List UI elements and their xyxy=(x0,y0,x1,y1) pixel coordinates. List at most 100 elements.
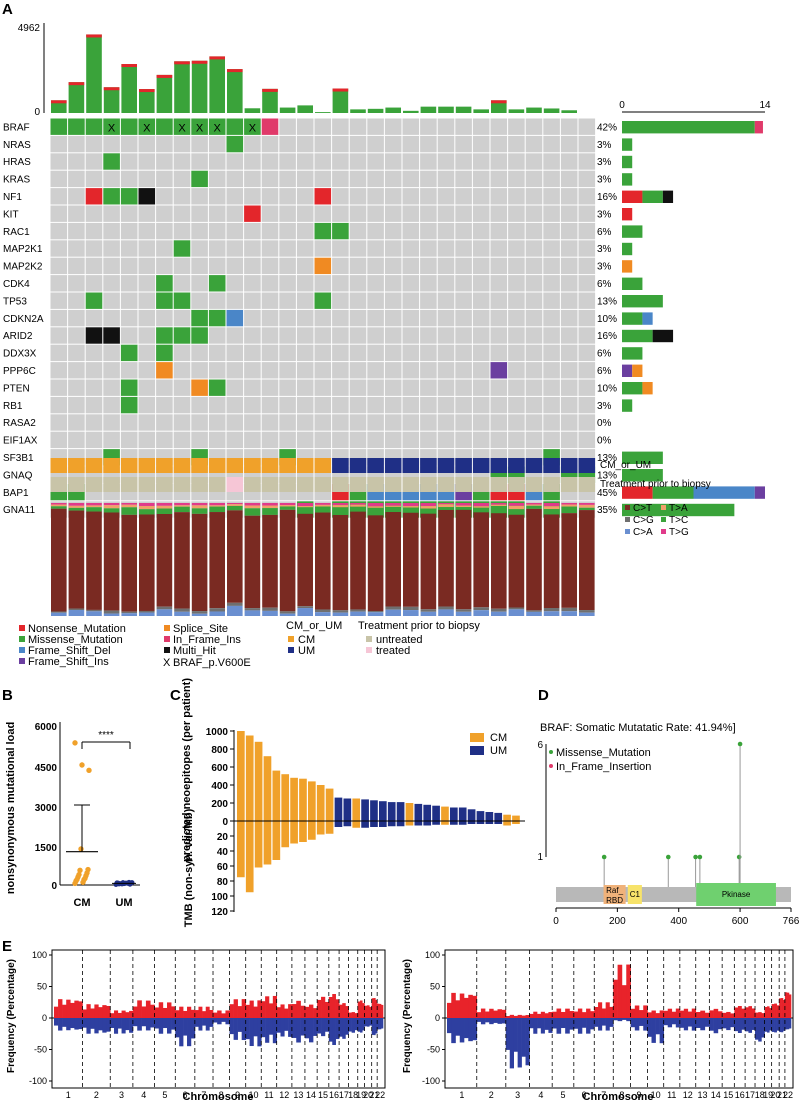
empty-cell xyxy=(50,257,68,275)
mutation-cell xyxy=(156,327,173,344)
empty-cell xyxy=(437,344,455,362)
cnv-gain-segment xyxy=(284,1008,289,1018)
spectrum-segment xyxy=(438,503,454,505)
tmb-bar xyxy=(316,821,325,835)
empty-cell xyxy=(367,153,384,170)
gene-pct-sf3b1: 13% xyxy=(597,453,617,464)
cnv-loss-segment xyxy=(751,1018,756,1030)
chromosome-label: 21 xyxy=(777,1090,787,1100)
gene-label-tp53: TP53 xyxy=(3,296,27,307)
empty-cell xyxy=(226,396,244,414)
cnv-loss-segment xyxy=(291,1018,297,1038)
cnv-gain-segment xyxy=(509,1014,514,1018)
cnv-loss-segment xyxy=(782,1018,786,1031)
legend-treated-swatch xyxy=(366,647,372,653)
empty-cell xyxy=(226,327,244,344)
empty-cell xyxy=(208,135,226,153)
cnv-loss-segment xyxy=(213,1018,218,1023)
protein-domain xyxy=(696,883,776,906)
empty-cell xyxy=(349,257,367,275)
spectrum-segment xyxy=(156,609,173,616)
neoepitope-bar xyxy=(281,774,290,821)
cnv-loss-segment xyxy=(62,1018,67,1027)
cnv-gain-segment xyxy=(304,1006,310,1018)
spectrum-segment xyxy=(473,503,489,507)
empty-cell xyxy=(525,414,543,431)
empty-cell xyxy=(120,257,138,275)
empty-cell xyxy=(455,153,472,170)
neoepitope-bar xyxy=(352,798,361,821)
lollipop-head xyxy=(693,854,698,860)
empty-cell xyxy=(296,292,314,309)
cnv-loss-segment xyxy=(362,1018,365,1031)
cnv-gain-segment xyxy=(472,995,478,1018)
tmb-bar xyxy=(237,821,245,878)
tmb-bar xyxy=(485,821,494,824)
empty-cell xyxy=(490,396,508,414)
panel-c-neoepitope-chart: predicted neoepitopes (per patient) TMB … xyxy=(181,678,525,927)
gene-pct-map2k2: 3% xyxy=(597,262,612,273)
empty-cell xyxy=(525,431,543,449)
panel-a-spectrum-legend: C>TC>GC>AT>AT>CT>G xyxy=(625,503,689,538)
mutation-cell xyxy=(208,309,226,327)
spectrum-segment xyxy=(103,613,120,616)
tmb-bar xyxy=(438,106,454,113)
empty-cell xyxy=(472,275,490,292)
tmb-bar xyxy=(334,821,343,827)
spectrum-segment xyxy=(455,611,472,616)
c-ylabel-bottom: TMB (non-syn. var/Mb) xyxy=(183,808,195,927)
cnv-loss-segment xyxy=(296,1018,301,1043)
cnv-loss-segment xyxy=(284,1018,289,1031)
tmb-bar-nonsense-cap xyxy=(139,89,155,93)
treatment-cell xyxy=(120,477,138,492)
spectrum-segment xyxy=(315,609,331,613)
spectrum-segment xyxy=(455,505,472,508)
cnv-loss-segment xyxy=(691,1018,697,1031)
cnv-gain-segment xyxy=(198,1006,203,1018)
empty-cell xyxy=(244,135,261,153)
cnv-loss-segment xyxy=(779,1018,782,1033)
empty-cell xyxy=(120,205,138,222)
cnv-gain-segment xyxy=(774,1003,777,1018)
empty-cell xyxy=(314,414,332,431)
cnv-gain-segment xyxy=(132,1006,138,1018)
spectrum-legend-label: C>A xyxy=(633,527,653,538)
lollipop-head xyxy=(601,854,607,860)
gene-label-nras: NRAS xyxy=(3,140,31,151)
spectrum-segment xyxy=(68,503,85,506)
empty-cell xyxy=(314,118,332,135)
empty-cell xyxy=(420,344,437,362)
gene-bar-missense xyxy=(622,451,663,464)
empty-cell xyxy=(349,135,367,153)
treatment-cell xyxy=(367,477,384,492)
tmb-bar xyxy=(244,108,261,113)
tmb-bar xyxy=(503,821,511,826)
cnv-gain-segment xyxy=(513,1015,518,1018)
empty-cell xyxy=(543,118,560,135)
empty-cell xyxy=(508,292,525,309)
empty-cell xyxy=(296,257,314,275)
cm-point xyxy=(72,740,78,746)
chromosome-label: 8 xyxy=(619,1090,624,1100)
cm-or-um-cell xyxy=(437,458,455,473)
spectrum-segment xyxy=(473,607,489,611)
treatment-cell xyxy=(138,477,156,492)
chromosome-label: 17 xyxy=(339,1090,349,1100)
empty-cell xyxy=(261,414,279,431)
empty-cell xyxy=(525,275,543,292)
cnv-gain-segment xyxy=(700,1010,706,1018)
cm-or-um-cell xyxy=(138,458,156,473)
empty-cell xyxy=(490,153,508,170)
cnv-gain-segment xyxy=(342,1003,346,1018)
spectrum-legend-label: C>G xyxy=(633,515,654,526)
empty-cell xyxy=(85,170,103,188)
empty-cell xyxy=(543,205,560,222)
empty-cell xyxy=(525,153,543,170)
empty-cell xyxy=(367,414,384,431)
empty-cell xyxy=(332,170,349,188)
d-legend-missense-dot xyxy=(549,750,553,754)
empty-cell xyxy=(384,257,402,275)
d-x-tick-label: 600 xyxy=(732,916,749,927)
cnv-loss-segment xyxy=(695,1018,701,1028)
